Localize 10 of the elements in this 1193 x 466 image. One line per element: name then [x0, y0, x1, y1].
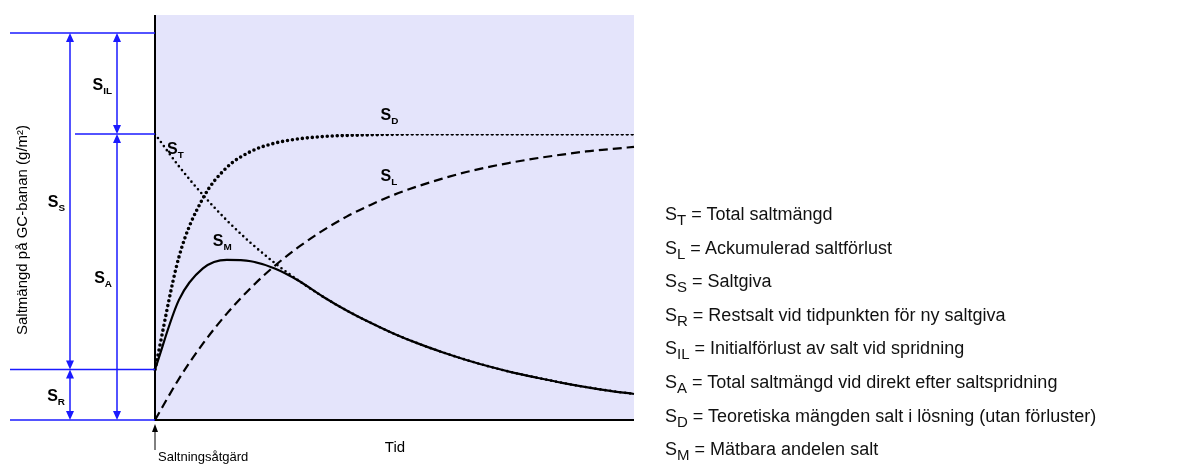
text: S$_{D}$ = Teoretiska mängden salt i lösning (utan förluster) — [665, 404, 1097, 432]
text: S$_{S}$ = Saltgiva — [665, 270, 773, 297]
x-axis-title: Tid — [384, 438, 406, 455]
text: S$_{A}$ = Total saltmängd vid direkt efter saltspridning — [665, 370, 1059, 398]
text: S$_{M}$ = Mätbara andelen salt — [665, 438, 880, 465]
text: S$_{L}$ = Ackumulerad saltförlust — [665, 236, 893, 264]
text: S$_{R}$ = Restsalt vid tidpunkten för ny saltgiva — [665, 303, 1007, 331]
text: S$_{IL}$ = Initialförlust av salt vid spridning — [665, 337, 966, 364]
text: S$_{T}$ = Total saltmängd — [665, 203, 834, 230]
text: Saltningsåtgärd — [158, 449, 249, 464]
